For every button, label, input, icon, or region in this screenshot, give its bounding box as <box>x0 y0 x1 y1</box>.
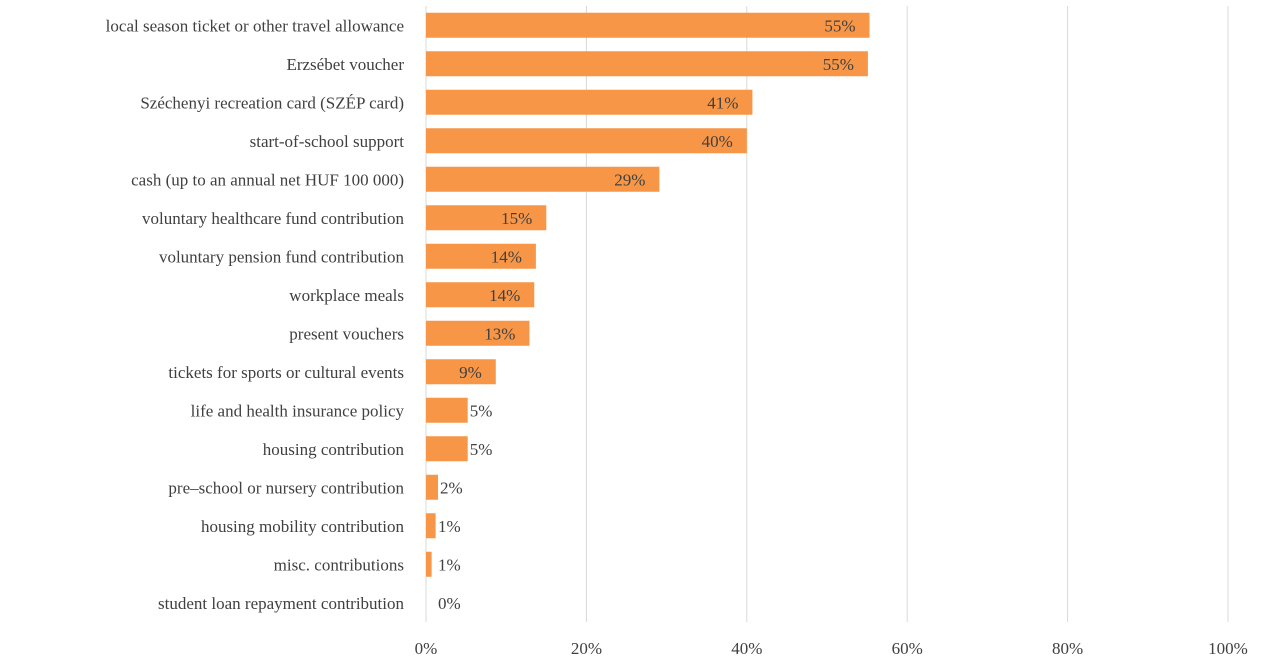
category-label: housing mobility contribution <box>201 517 405 536</box>
category-label: start-of-school support <box>250 132 405 151</box>
category-label: voluntary healthcare fund contribution <box>142 209 404 228</box>
bar <box>426 89 753 115</box>
category-label: Széchenyi recreation card (SZÉP card) <box>140 93 404 112</box>
category-label: housing contribution <box>263 440 405 459</box>
bar <box>426 551 432 577</box>
data-label: 55% <box>823 55 854 74</box>
bar <box>426 359 496 385</box>
bar <box>426 166 660 192</box>
data-label: 5% <box>470 440 493 459</box>
x-tick-label: 100% <box>1208 639 1248 657</box>
bar <box>426 243 536 269</box>
data-label: 15% <box>501 209 532 228</box>
bar <box>426 436 468 462</box>
data-label: 9% <box>459 363 482 382</box>
x-tick-label: 60% <box>892 639 923 657</box>
category-label: pre–school or nursery contribution <box>168 478 404 497</box>
data-label: 55% <box>824 16 855 35</box>
data-label: 14% <box>489 286 520 305</box>
data-label: 41% <box>707 93 738 112</box>
bar <box>426 51 868 77</box>
data-label: 29% <box>614 170 645 189</box>
data-label: 14% <box>491 247 522 266</box>
category-label: tickets for sports or cultural events <box>168 363 404 382</box>
bars <box>426 12 870 577</box>
category-label: cash (up to an annual net HUF 100 000) <box>131 170 404 189</box>
category-label: student loan repayment contribution <box>158 594 404 613</box>
category-label: local season ticket or other travel allo… <box>106 16 404 35</box>
category-label: voluntary pension fund contribution <box>159 247 405 266</box>
x-tick-label: 0% <box>415 639 438 657</box>
data-label: 0% <box>438 594 461 613</box>
bar <box>426 320 530 346</box>
data-label: 2% <box>440 478 463 497</box>
category-labels: local season ticket or other travel allo… <box>106 16 405 613</box>
bar <box>426 513 436 539</box>
bar <box>426 397 468 423</box>
data-label: 13% <box>484 324 515 343</box>
x-axis-tick-labels: 0% 20% 40% 60% 80% 100% <box>415 639 1248 657</box>
category-label: present vouchers <box>289 324 404 343</box>
data-label: 40% <box>702 132 733 151</box>
bar <box>426 205 547 231</box>
data-label: 1% <box>438 555 461 574</box>
bar <box>426 128 747 154</box>
x-tick-label: 80% <box>1052 639 1083 657</box>
data-label: 1% <box>438 517 461 536</box>
data-label: 5% <box>470 401 493 420</box>
bar <box>426 12 870 38</box>
category-label: misc. contributions <box>274 555 404 574</box>
value-labels: 55% 55% 41% 40% 29% 15% 14% 14% 13% 9% 5% 5% 2% 1% 1% 0… <box>438 16 856 613</box>
x-tick-label: 40% <box>731 639 762 657</box>
category-label: workplace meals <box>289 286 404 305</box>
bar <box>426 474 439 500</box>
category-label: life and health insurance policy <box>191 401 405 420</box>
category-label: Erzsébet voucher <box>286 55 404 74</box>
bar <box>426 282 535 308</box>
x-tick-label: 20% <box>571 639 602 657</box>
